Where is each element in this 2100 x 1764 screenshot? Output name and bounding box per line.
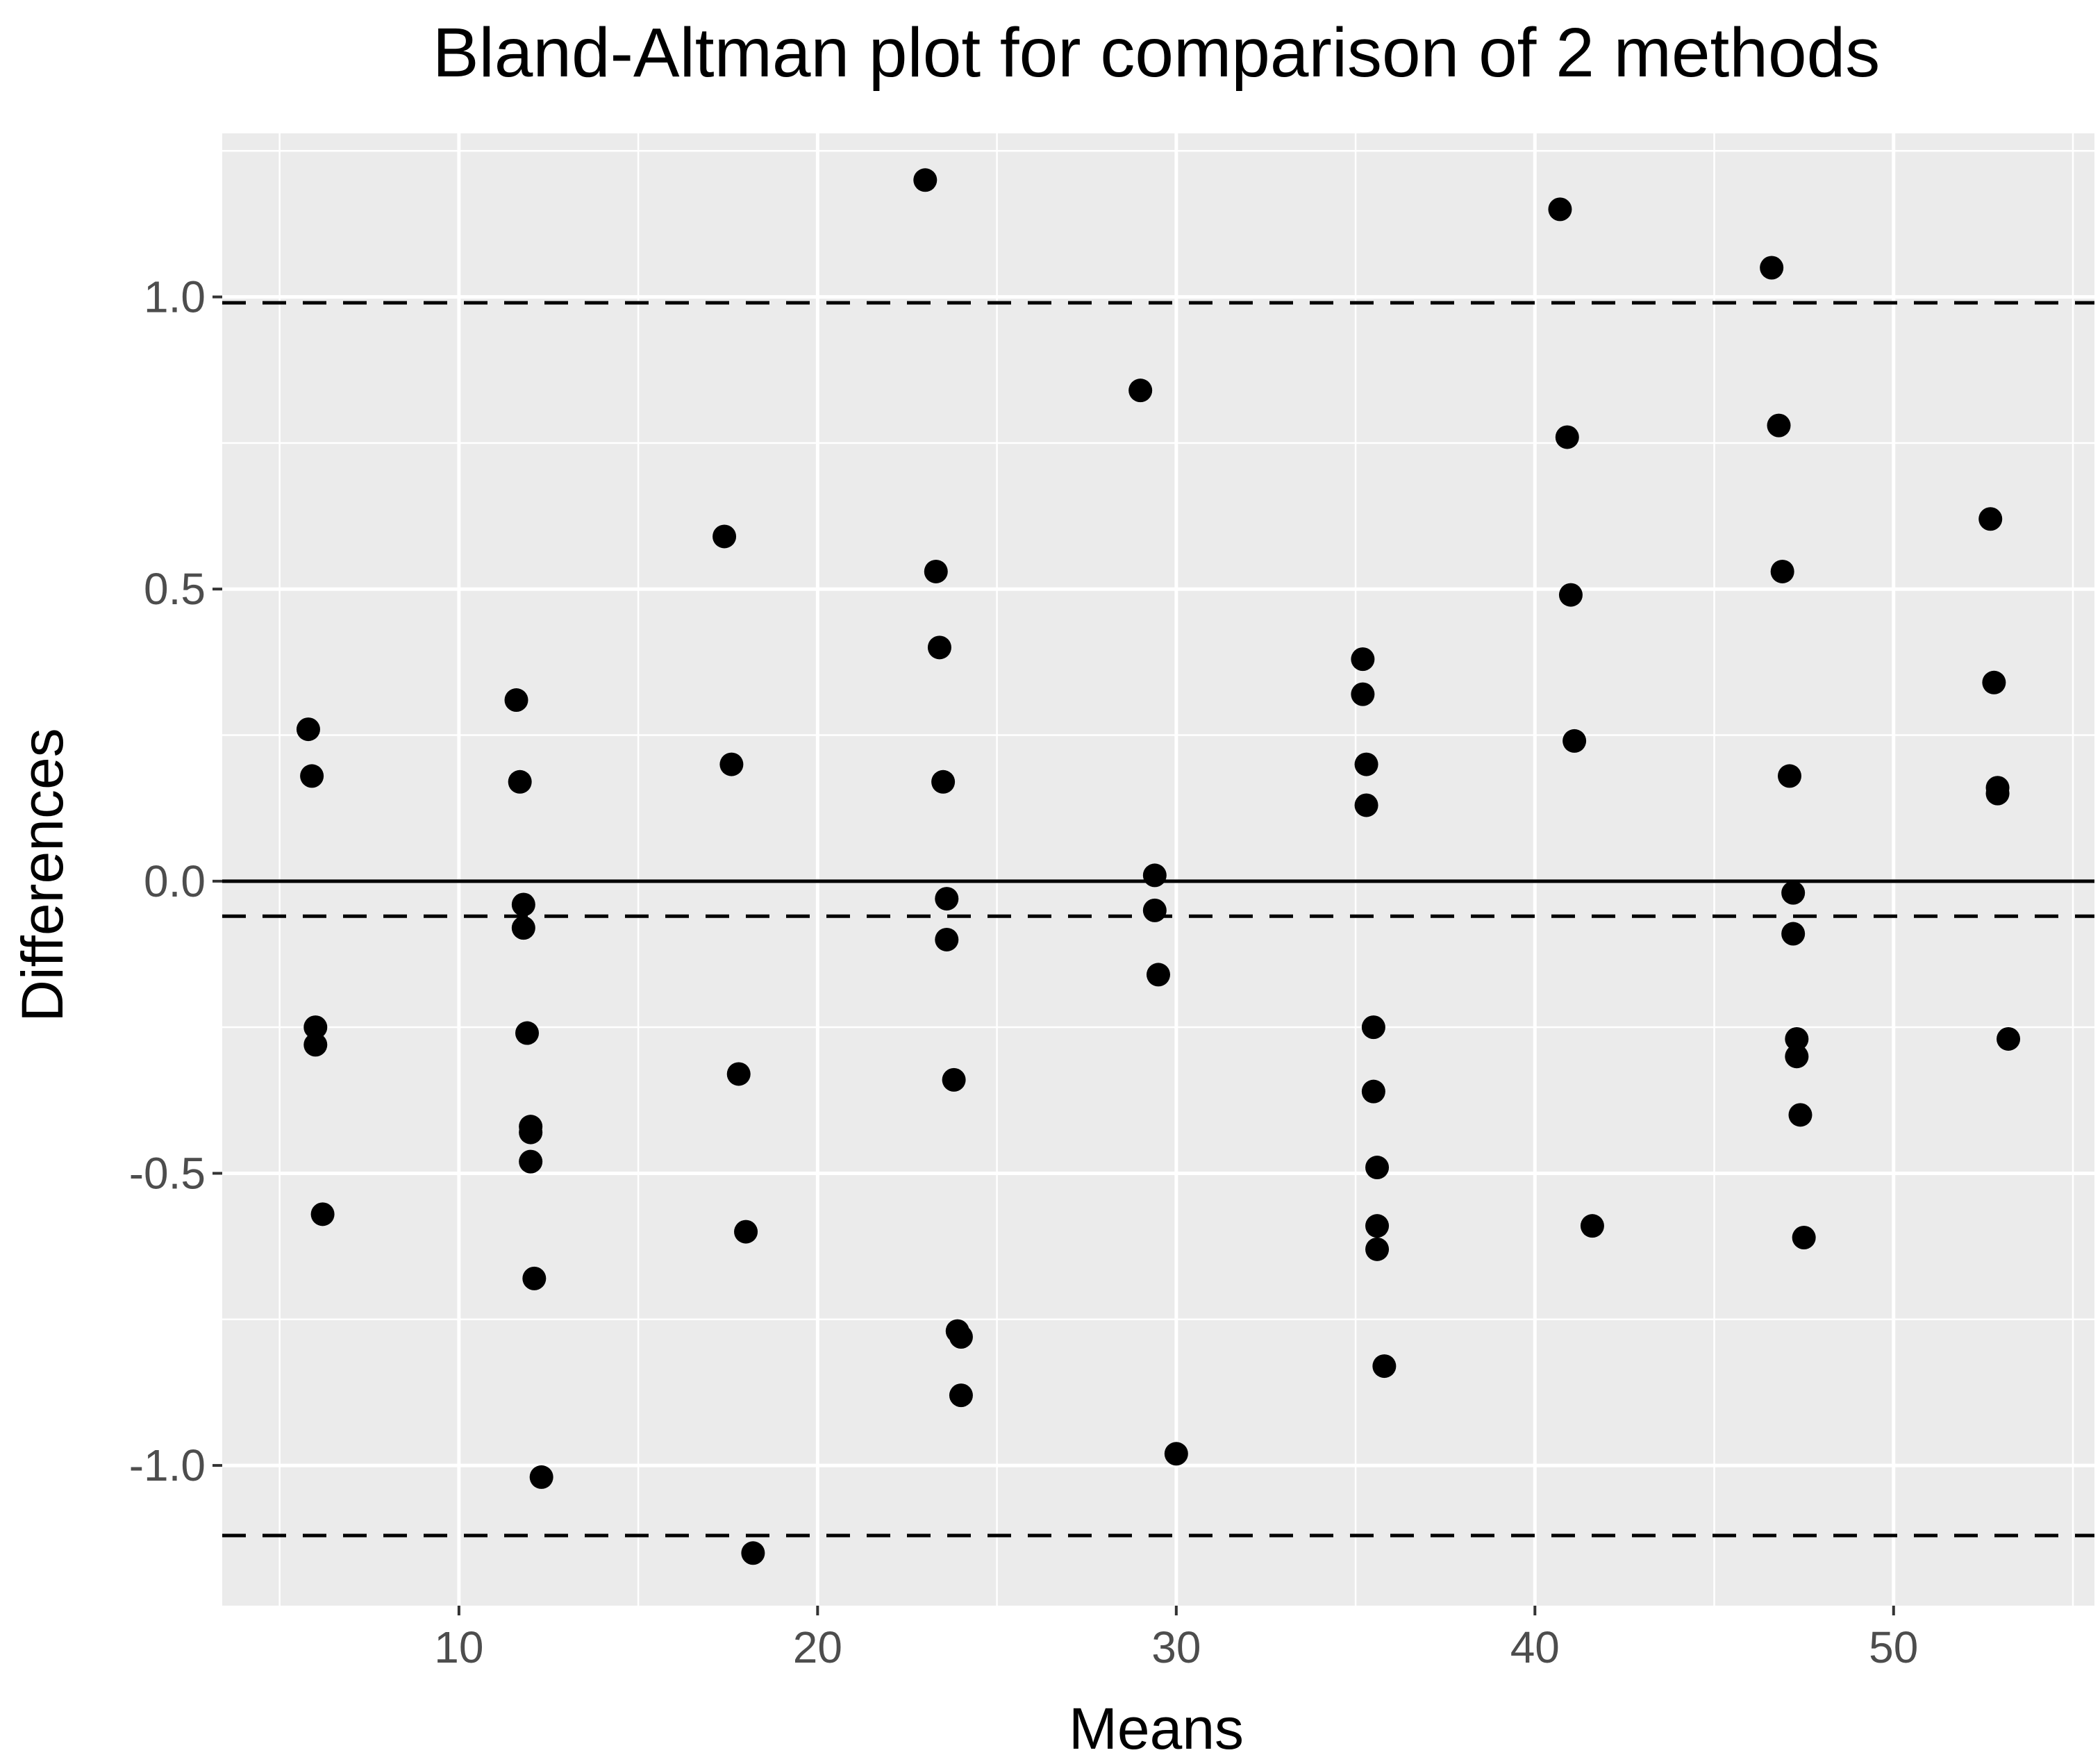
data-point: [1767, 413, 1791, 438]
data-point: [1142, 898, 1167, 922]
data-point: [942, 1067, 966, 1092]
data-point: [1580, 1214, 1604, 1238]
y-tick-label: -0.5: [129, 1148, 206, 1198]
data-point: [1147, 963, 1170, 987]
data-point: [924, 559, 948, 583]
x-tick-label: 10: [434, 1622, 483, 1672]
data-point: [529, 1465, 553, 1489]
data-point: [1785, 1045, 1809, 1069]
data-point: [1365, 1214, 1390, 1238]
data-point: [1997, 1026, 2021, 1051]
data-point: [949, 1383, 973, 1408]
data-point: [1978, 507, 2003, 531]
data-point: [519, 1120, 543, 1145]
data-point: [949, 1325, 973, 1349]
y-tick-label: 0.0: [144, 856, 206, 906]
data-point: [1351, 647, 1375, 672]
data-point: [927, 635, 951, 660]
data-point: [931, 769, 956, 794]
y-axis-title: Differences: [10, 728, 75, 1022]
data-point: [1555, 425, 1579, 449]
data-point: [935, 927, 959, 951]
data-point: [712, 524, 737, 549]
y-tick-label: 0.5: [144, 564, 206, 614]
data-point: [1128, 378, 1153, 403]
data-point: [734, 1220, 758, 1244]
data-point: [1760, 256, 1784, 280]
data-point: [515, 1021, 540, 1045]
data-point: [1777, 764, 1801, 788]
chart-title: Bland-Altman plot for comparison of 2 me…: [433, 14, 1880, 92]
data-point: [1361, 1079, 1385, 1104]
data-point: [303, 1033, 328, 1057]
data-point: [1562, 729, 1587, 753]
data-point: [1351, 682, 1375, 706]
x-axis-title: Means: [1069, 1696, 1244, 1761]
data-point: [719, 752, 744, 776]
data-point: [1785, 1026, 1809, 1051]
data-point: [1770, 559, 1794, 583]
data-point: [1361, 1015, 1385, 1040]
data-point: [1985, 776, 2010, 800]
data-point: [1142, 863, 1167, 888]
data-point: [935, 887, 959, 911]
x-tick-label: 40: [1510, 1622, 1560, 1672]
data-point: [508, 769, 532, 794]
data-point: [504, 688, 528, 713]
x-tick-label: 30: [1151, 1622, 1201, 1672]
x-tick-label: 50: [1869, 1622, 1918, 1672]
data-point: [300, 764, 324, 788]
y-tick-label: 1.0: [144, 272, 206, 322]
data-point: [1354, 793, 1378, 817]
data-point: [1558, 583, 1583, 607]
data-point: [1365, 1237, 1390, 1261]
data-point: [1788, 1103, 1812, 1127]
y-tick-label: -1.0: [129, 1440, 206, 1490]
data-point: [522, 1266, 547, 1290]
data-point: [1548, 197, 1572, 222]
data-point: [1781, 922, 1806, 946]
data-point: [511, 892, 535, 917]
data-point: [1164, 1442, 1188, 1466]
data-point: [741, 1541, 765, 1565]
data-point: [1354, 752, 1378, 776]
data-point: [1792, 1226, 1816, 1249]
data-point: [310, 1202, 335, 1226]
x-tick-label: 20: [793, 1622, 842, 1672]
data-point: [1372, 1354, 1397, 1379]
data-point: [1781, 881, 1806, 905]
data-point: [511, 916, 535, 940]
data-point: [519, 1149, 543, 1174]
data-point: [1982, 670, 2006, 694]
data-point: [303, 1015, 328, 1040]
data-point: [726, 1062, 751, 1086]
data-point: [296, 717, 320, 742]
data-point: [913, 168, 938, 192]
data-point: [1365, 1156, 1390, 1180]
plot-area: 10 20 30 40 50 -1.0 -0.5 0.0 0.5 1.0: [129, 133, 2094, 1672]
